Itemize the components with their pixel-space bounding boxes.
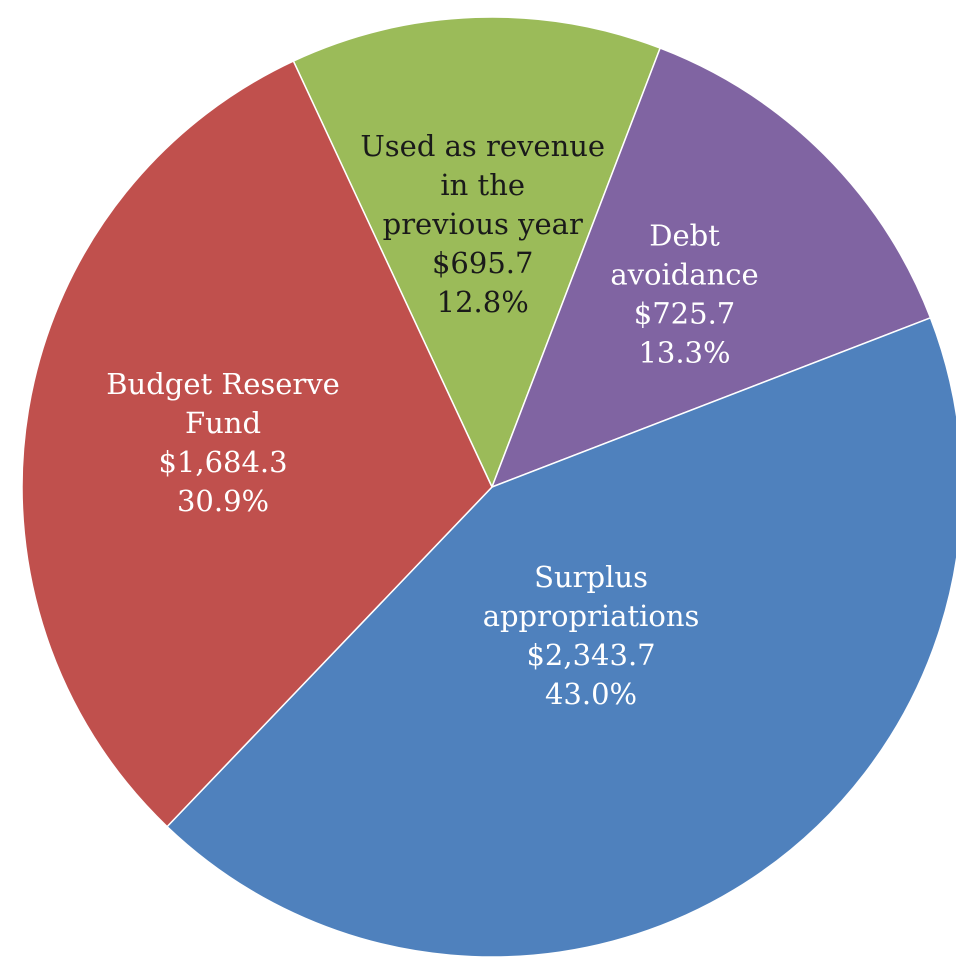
slice-label-2-line-2: $2,343.7 <box>526 638 655 672</box>
slice-label-1-line-2: $725.7 <box>634 297 735 331</box>
pie-slice-3 <box>21 60 493 828</box>
slice-label-2-line-0: Surplus <box>534 560 648 594</box>
slice-label-1-line-3: 13.3% <box>638 336 730 370</box>
slice-label-3-line-1: Fund <box>185 406 261 440</box>
slice-label-3-line-2: $1,684.3 <box>158 445 287 479</box>
slice-label-1-line-0: Debt <box>649 219 720 253</box>
slice-label-1: Debt avoidance $725.7 13.3% <box>610 219 758 370</box>
slice-label-0-line-2: previous year <box>383 207 583 241</box>
slice-label-3: Budget Reserve Fund $1,684.3 30.9% <box>106 367 340 518</box>
pie-slice-2 <box>166 316 956 958</box>
slice-label-3-line-3: 30.9% <box>177 484 269 518</box>
slice-label-0-line-1: in the <box>440 168 525 202</box>
pie-slice-1 <box>490 47 932 489</box>
slices-layer <box>21 16 956 958</box>
slice-label-0: Used as revenue in the previous year $695.7… <box>360 129 605 319</box>
slice-label-0-line-0: Used as revenue <box>360 129 605 163</box>
slice-label-0-line-4: 12.8% <box>437 285 529 319</box>
slice-label-2: Surplus appropriations $2,343.7 43.0% <box>483 560 700 711</box>
pie-slice-0 <box>292 16 662 489</box>
slice-label-1-line-1: avoidance <box>610 258 758 292</box>
slice-label-0-line-3: $695.7 <box>432 246 533 280</box>
slice-label-3-line-0: Budget Reserve <box>106 367 340 401</box>
labels-layer: Used as revenue in the previous year $695.7… <box>106 129 758 711</box>
slice-label-2-line-3: 43.0% <box>545 677 637 711</box>
slice-label-2-line-1: appropriations <box>483 599 700 633</box>
